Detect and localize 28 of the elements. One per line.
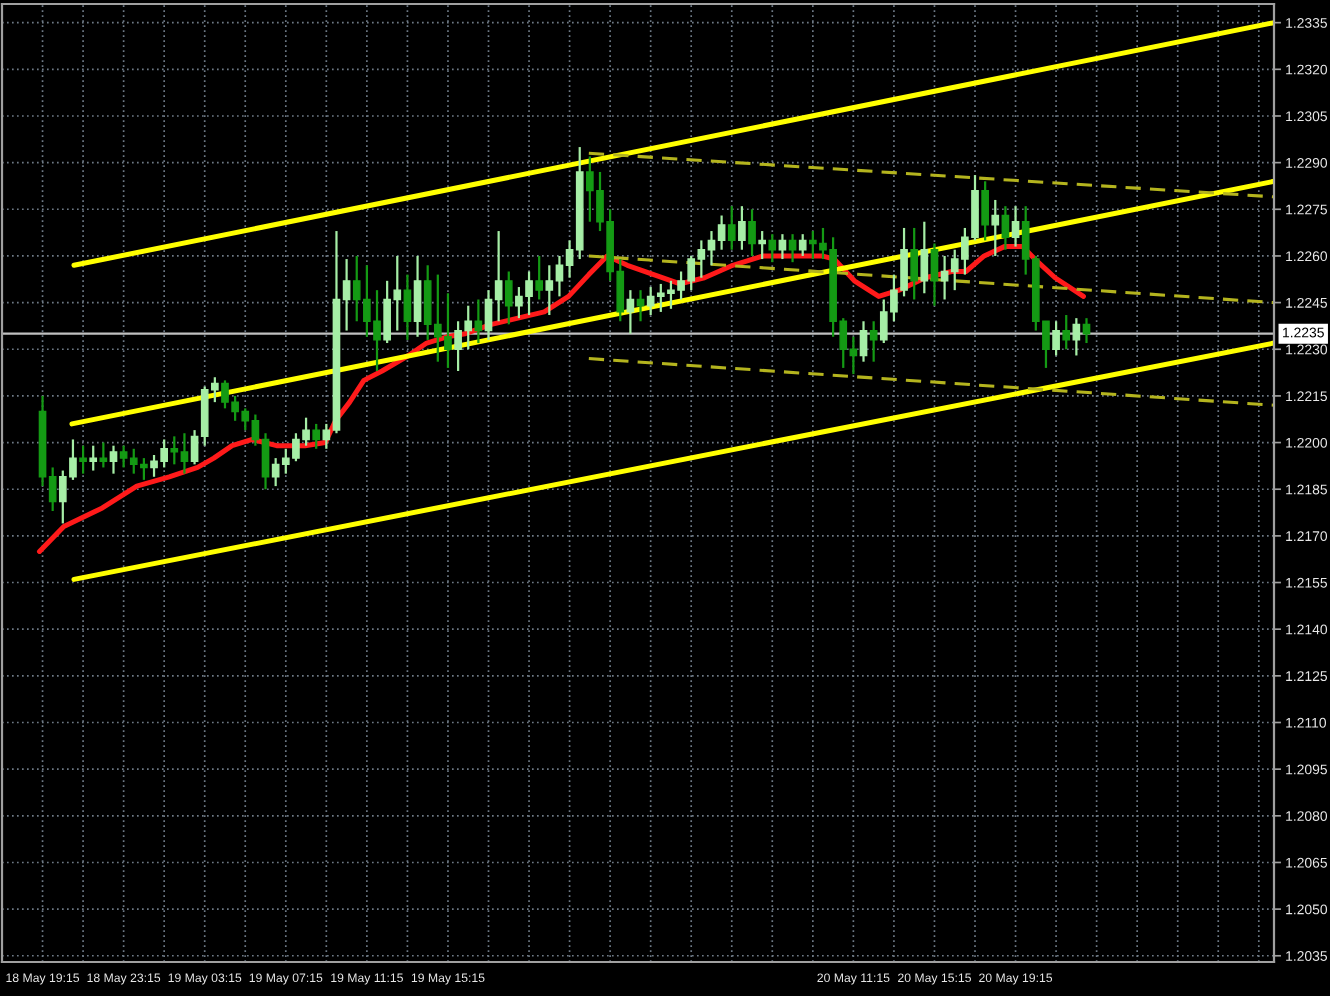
candlestick [312,422,321,450]
candlestick [738,205,746,251]
candlestick [981,180,989,242]
candlestick [626,289,635,335]
candlestick [413,254,422,338]
candlestick [991,198,1000,258]
candlestick [920,220,929,295]
candlestick [910,226,919,301]
candlestick [758,229,766,261]
candlestick [727,205,736,251]
candlestick [403,273,412,342]
candlestick [869,320,878,363]
candlestick [504,270,513,326]
candlestick [1052,320,1060,357]
candlestick [930,242,939,307]
candlestick [79,444,87,475]
candlestick [99,441,108,469]
candlestick [798,233,807,258]
candlestick [89,444,98,472]
candlestick [1062,313,1071,351]
candlestick [109,444,118,475]
candlestick [1072,317,1081,357]
candlestick [768,233,777,264]
candlestick [859,320,868,363]
candlestick [1011,205,1020,248]
candlestick [748,208,756,258]
candlestick [535,254,544,301]
candlestick [1001,205,1010,251]
